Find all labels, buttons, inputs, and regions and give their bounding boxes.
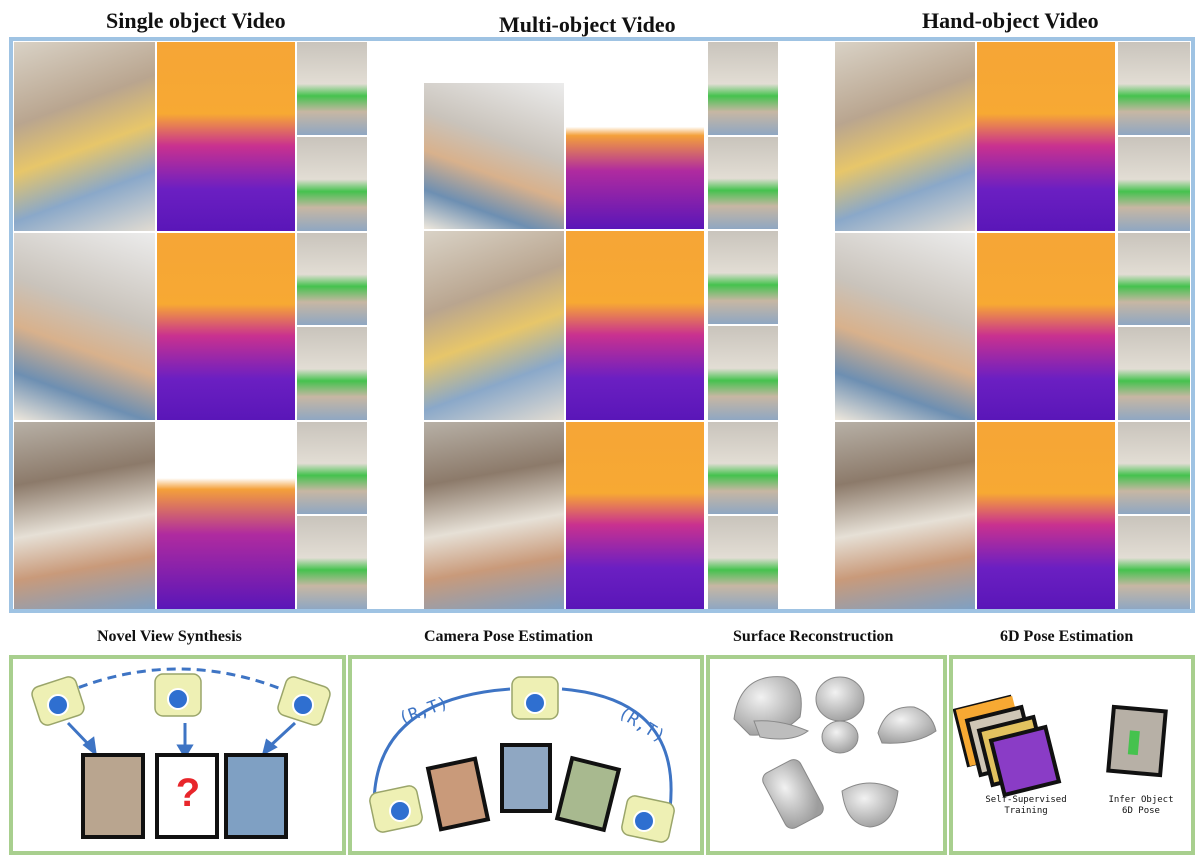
hand-rgb-3 [835, 422, 975, 609]
mesh-bowl [841, 782, 899, 828]
single-depth-2 [157, 233, 295, 420]
camera-icon-left [31, 676, 85, 726]
camera-icon-top [511, 676, 559, 720]
multi-depth-1 [566, 83, 704, 229]
title-camera-pose-estimation: Camera Pose Estimation [424, 628, 593, 645]
multi-rgb-3 [424, 422, 564, 609]
multi-thumb-2a [708, 231, 778, 324]
title-single-object: Single object Video [106, 8, 286, 33]
multi-thumb-1a [708, 42, 778, 135]
title-6d-pose-estimation: 6D Pose Estimation [1000, 628, 1134, 645]
single-thumb-1b [297, 137, 367, 231]
hand-depth-3 [977, 422, 1115, 609]
single-depth-3 [157, 422, 295, 609]
single-thumb-1a [297, 42, 367, 135]
multi-depth-3 [566, 422, 704, 609]
label-train-line2: Training [1004, 806, 1048, 816]
mesh-phone [762, 759, 824, 829]
hand-thumb-1b [1118, 137, 1190, 231]
label-self-supervised-training: Self-Supervised Training [971, 795, 1081, 817]
hand-thumb-2b [1118, 327, 1190, 420]
multi-thumb-1b [708, 137, 778, 229]
hand-thumb-2a [1118, 233, 1190, 325]
label-infer-object-pose: Infer Object 6D Pose [1093, 795, 1189, 817]
label-infer-line2: 6D Pose [1122, 806, 1160, 816]
single-rgb-2 [14, 233, 155, 420]
hand-rgb-2 [835, 233, 975, 420]
hand-rgb-1 [835, 42, 975, 231]
mesh-figurine [815, 676, 865, 754]
camera-icon-bottom-right [621, 795, 675, 843]
novel-view-panel: ? [9, 655, 346, 855]
camera-pose-diagram [369, 676, 675, 843]
camera-icon-right [277, 676, 331, 726]
label-infer-line1: Infer Object [1108, 795, 1174, 805]
hand-thumb-3a [1118, 422, 1190, 514]
pose-6d-diagram [953, 694, 1168, 798]
camera-icon-bottom-left [369, 785, 423, 833]
single-thumb-2a [297, 233, 367, 325]
multi-thumb-2b [708, 326, 778, 420]
pose-6d-panel: Self-Supervised Training Infer Object 6D… [949, 655, 1195, 855]
single-rgb-3 [14, 422, 155, 609]
question-mark: ? [175, 771, 201, 815]
mesh-shoe [877, 706, 937, 744]
label-train-line1: Self-Supervised [985, 795, 1067, 805]
training-frame-stack [953, 694, 1062, 798]
multi-thumb-3b [708, 516, 778, 609]
surface-reconstruction-panel [706, 655, 947, 855]
hand-thumb-1a [1118, 42, 1190, 135]
novel-view-diagram [31, 667, 331, 839]
mesh-cap [733, 676, 809, 740]
title-novel-view-synthesis: Novel View Synthesis [97, 628, 242, 645]
camera-icon-center [154, 673, 202, 717]
single-thumb-3a [297, 422, 367, 514]
multi-thumb-3a [708, 422, 778, 514]
hand-thumb-3b [1118, 516, 1190, 609]
multi-depth-2 [566, 231, 704, 420]
hand-depth-2 [977, 233, 1115, 420]
inference-frame [1106, 704, 1168, 778]
multi-rgb-2 [424, 231, 564, 420]
title-hand-object: Hand-object Video [922, 8, 1099, 33]
title-surface-reconstruction: Surface Reconstruction [733, 628, 894, 645]
single-thumb-3b [297, 516, 367, 609]
single-rgb-1 [14, 42, 155, 231]
single-thumb-2b [297, 327, 367, 420]
hand-depth-1 [977, 42, 1115, 231]
single-depth-1 [157, 42, 295, 231]
multi-rgb-1 [424, 83, 564, 229]
mesh-renders [733, 676, 937, 829]
camera-pose-panel: (R,T) (R,T) [348, 655, 704, 855]
title-multi-object: Multi-object Video [499, 12, 676, 37]
video-dataset-frame [9, 37, 1195, 613]
